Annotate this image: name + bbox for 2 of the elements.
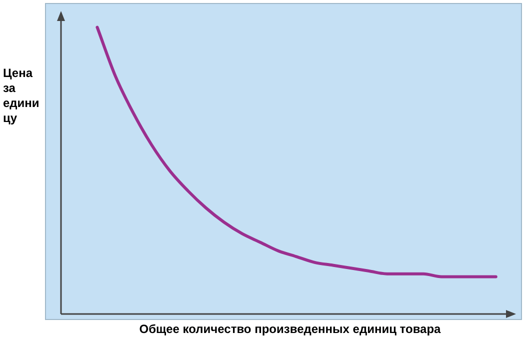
y-axis-title: Цена за единицу — [3, 66, 40, 126]
x-axis-title: Общее количество произведенных единиц товара — [138, 322, 442, 336]
